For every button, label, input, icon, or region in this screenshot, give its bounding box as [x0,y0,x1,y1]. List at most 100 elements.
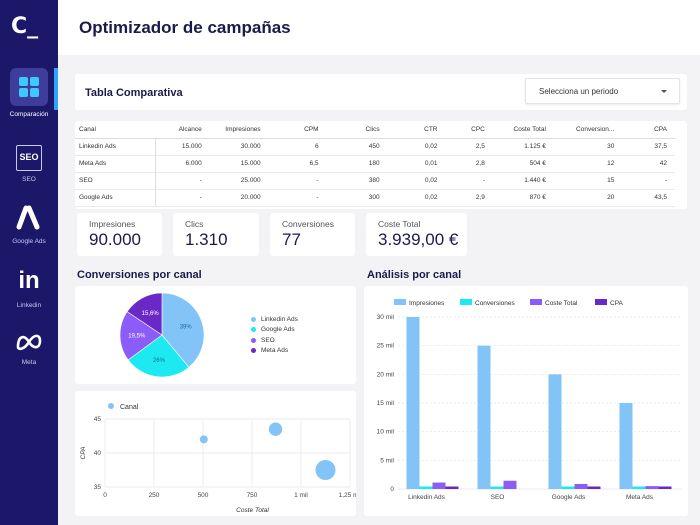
table-cell: 0,02 [387,138,446,156]
period-select[interactable]: Selecciona un periodo [525,78,680,104]
sidebar-item-comparacion[interactable]: Comparación [0,68,58,118]
pie-legend: Linkedin Ads Google Ads SEO Meta Ads [251,314,298,356]
bar [477,345,491,489]
seo-icon: SEO [16,145,42,171]
bar [632,486,646,489]
legend-item[interactable]: Google Ads [251,325,298,336]
y-tick-label: 40 [94,450,102,457]
scatter-point [315,460,336,480]
table-cell: 504 € [492,155,554,173]
legend-swatch [530,299,542,305]
y-tick-label: 5 mil [380,457,394,464]
table-cell: - [268,189,327,207]
sidebar-item-label: Linkedin [16,302,42,309]
period-select-label: Selecciona un periodo [539,87,619,96]
google-ads-icon [16,205,42,233]
table-cell: - [445,172,493,190]
kpi-clicks: Clics 1.310 [173,213,259,256]
legend-item[interactable]: Meta Ads [251,346,298,357]
legend-label: Conversiones [475,300,515,307]
table-cell: 0,02 [387,172,446,190]
app-logo: C_ [11,14,39,39]
column-header[interactable]: Conversion... [553,121,623,139]
pie-slice [127,334,190,378]
legend-label: Google Ads [261,326,295,334]
pie-slice [119,311,163,361]
kpi-conversions: Conversiones 77 [270,213,355,256]
bar [561,486,575,489]
table-cell: 15 [553,172,623,190]
x-tick-label: 250 [149,492,160,499]
pie-slice [126,292,163,336]
table-cell: 6.000 [155,155,210,173]
table-cell: 870 € [492,189,554,207]
table-cell: 30.000 [209,138,269,156]
y-tick-label: 25 mil [377,343,395,350]
table-cell: 15.000 [155,138,210,156]
pie-slice [161,292,205,368]
kpi-label: Conversiones [282,219,334,229]
legend-label: Impresiones [409,300,445,307]
legend-label: SEO [261,336,275,344]
sidebar-item-label: Google Ads [12,238,46,245]
bar [658,486,672,489]
sidebar-item-meta[interactable]: Meta [0,330,58,366]
analysis-title: Análisis por canal [367,269,462,281]
table-cell: 180 [326,155,388,173]
bar [587,486,601,489]
column-header[interactable]: Alcance [155,121,210,139]
legend-item[interactable]: SEO [251,335,298,346]
y-tick-label: 35 [94,484,102,491]
table-cell: 1.125 € [492,138,554,156]
legend-dot [108,403,114,409]
sidebar-item-google-ads[interactable]: Google Ads [0,205,58,245]
x-tick-label: Linkedin Ads [408,494,446,501]
legend-dot [251,327,256,333]
table-cell: 30 [553,138,623,156]
y-tick-label: 20 mil [377,371,395,378]
table-cell: 20 [553,189,623,207]
column-header[interactable]: CPA [622,121,675,139]
active-indicator [54,68,58,110]
table-cell: 12 [553,155,623,173]
column-header[interactable]: Coste Total [492,121,554,139]
comparison-title: Tabla Comparativa [85,87,183,99]
sidebar-item-linkedin[interactable]: in Linkedin [0,267,58,309]
column-header[interactable]: CPM [268,121,327,139]
table-cell: 1.440 € [492,172,554,190]
legend-item[interactable]: Linkedin Ads [251,314,298,325]
x-tick-label: 1 mil [294,492,308,499]
kpi-cost: Coste Total 3.939,00 € [366,213,467,256]
legend-label: Linkedin Ads [261,315,298,323]
x-tick-label: Meta Ads [626,494,654,501]
pie-data-label: 39% [180,324,193,330]
legend-label: Canal [120,404,139,411]
kpi-value: 3.939,00 € [378,230,459,249]
column-header[interactable]: CTR [387,121,446,139]
column-header[interactable]: Canal [75,121,155,139]
y-tick-label: 45 [94,416,102,423]
kpi-label: Coste Total [378,219,421,229]
scatter-point [199,435,208,444]
table-row: Linkedin Ads 15.000 30.000 6 450 0,02 2,5 1.125… [75,138,675,156]
table-cell: 0,02 [387,189,446,207]
legend-swatch [595,299,607,305]
x-tick-label: Google Ads [552,494,586,501]
linkedin-icon: in [18,267,40,294]
y-axis-label: CPA [80,447,87,460]
column-header[interactable]: CPC [445,121,493,139]
bar [445,486,459,489]
table-row: Meta Ads 6.000 15.000 6,5 180 0,01 2,8 504 €12 4… [75,155,675,173]
bar [432,482,446,489]
legend-label: Coste Total [545,300,578,307]
bar [574,484,588,489]
sidebar-item-label: Comparación [9,111,49,118]
meta-icon [15,330,43,354]
table-cell: 300 [326,189,388,207]
scatter-point [268,422,283,436]
sidebar-item-seo[interactable]: SEO SEO [0,145,58,183]
bar-chart: Impresiones Conversiones Coste Total CPA 0 5 … [377,299,682,501]
column-header[interactable]: Impresiones [209,121,269,139]
kpi-value: 77 [282,230,301,249]
column-header[interactable]: Clics [326,121,388,139]
